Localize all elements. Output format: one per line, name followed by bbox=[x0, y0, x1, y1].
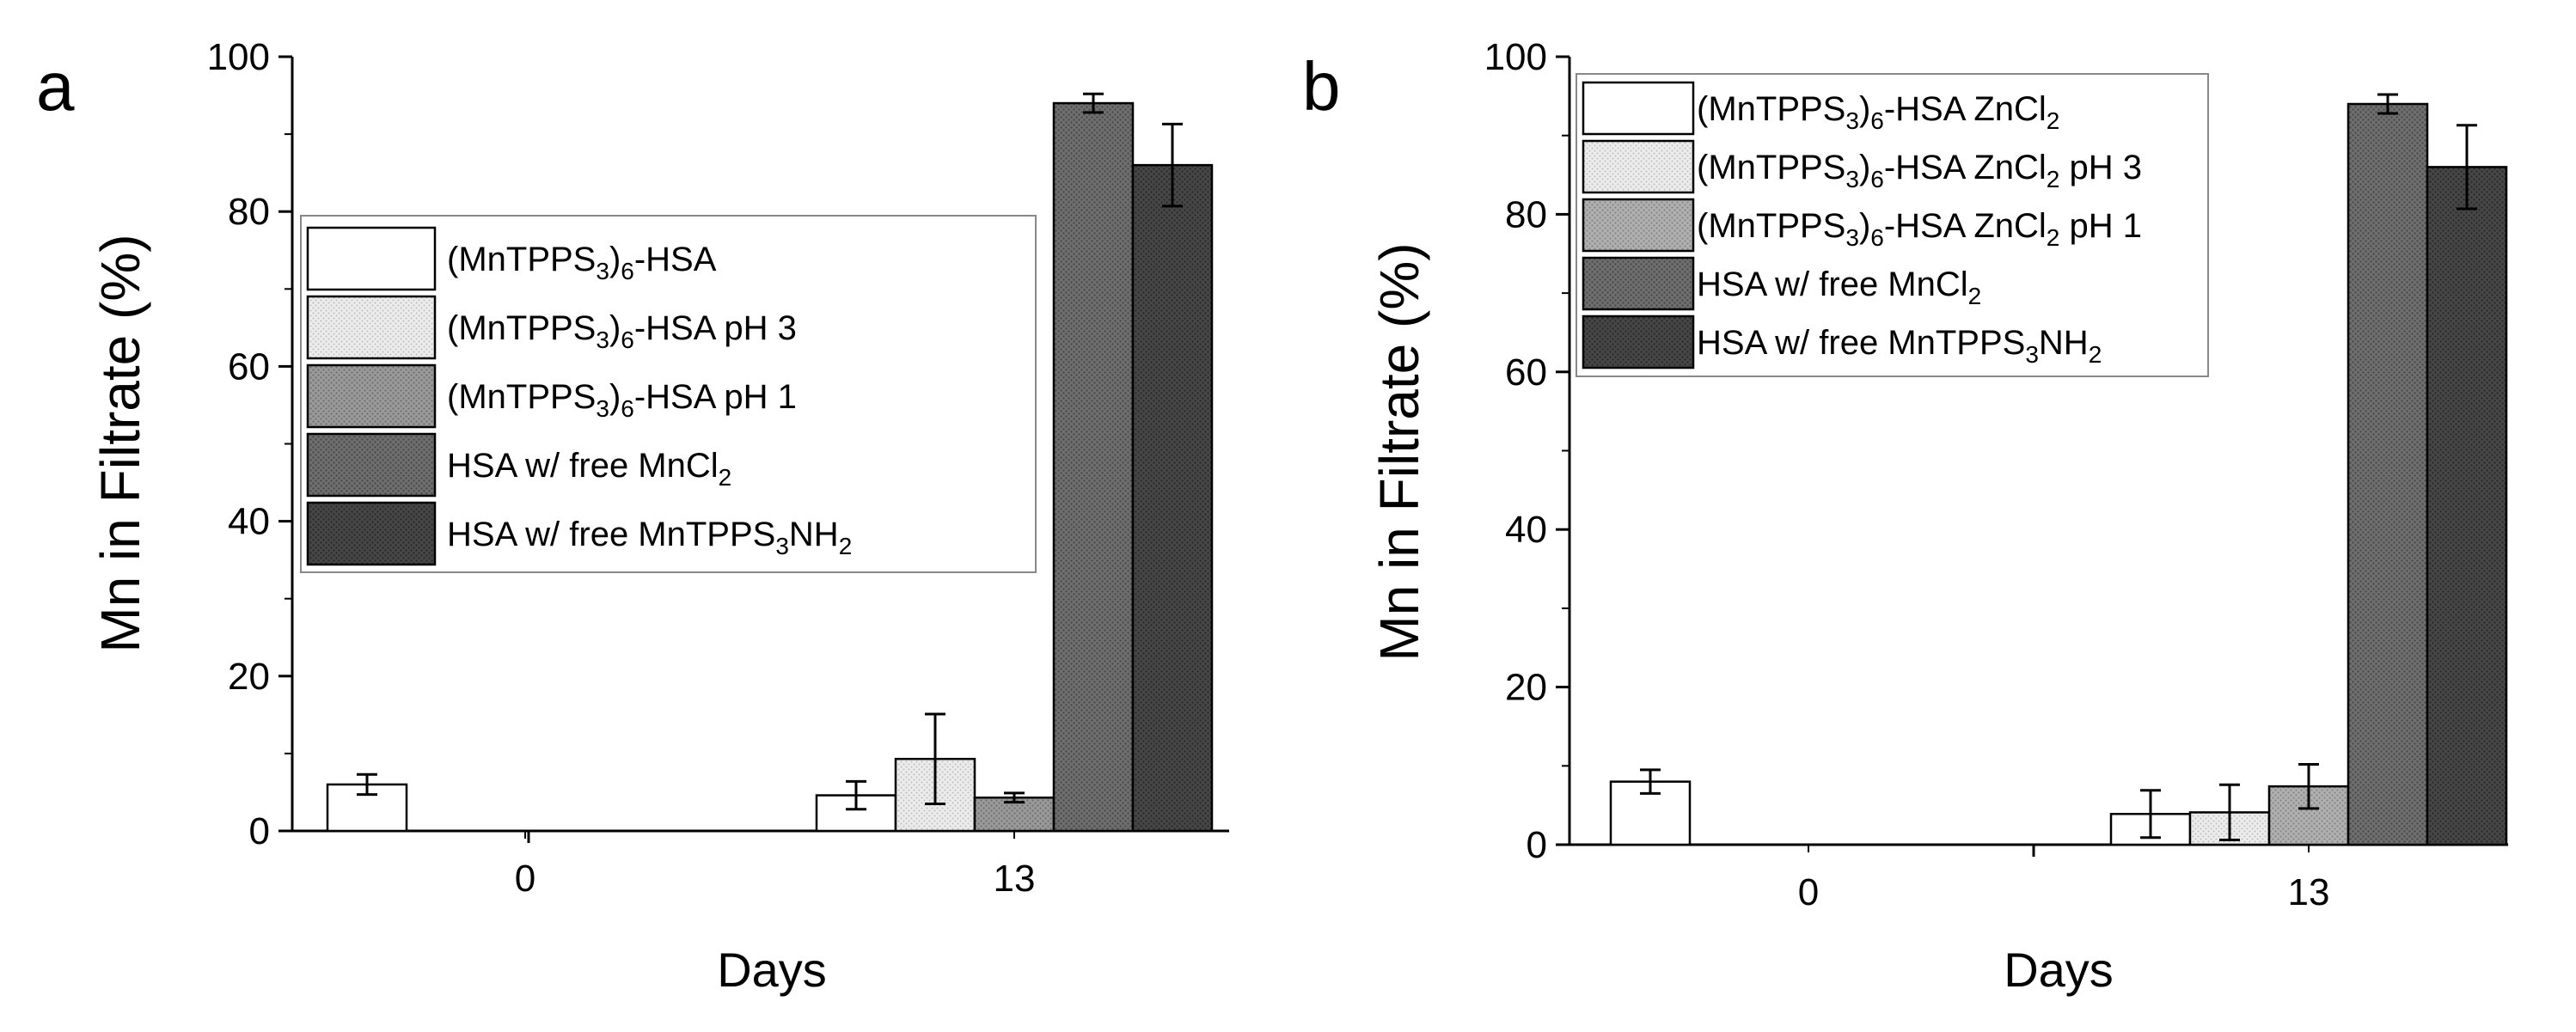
bar bbox=[2347, 102, 2429, 846]
y-axis-title: Mn in Filtrate (%) bbox=[89, 234, 151, 652]
legend-label: HSA w/ free MnTPPS3NH2 bbox=[447, 516, 852, 559]
legend: (MnTPPS3)6-HSA (MnTPPS3)6-HSA pH 3 (MnTPPS… bbox=[300, 215, 1037, 573]
panel-b-chart: b 0 20 40 60 80 100 0 13 Days Mn in Filtrate (%) (M… bbox=[1302, 36, 2508, 997]
y-tick-label: 100 bbox=[1484, 36, 1547, 78]
legend-label: (MnTPPS3)6-HSA ZnCl2 pH 3 bbox=[1697, 149, 2142, 192]
x-tick-label: 0 bbox=[1798, 871, 1819, 913]
legend-swatch bbox=[1582, 139, 1695, 194]
legend-swatch bbox=[306, 501, 437, 566]
legend-swatch bbox=[306, 432, 437, 498]
x-tick-label: 13 bbox=[994, 858, 1036, 900]
legend-swatch bbox=[1582, 198, 1695, 253]
legend: (MnTPPS3)6-HSA ZnCl2 (MnTPPS3)6-HSA ZnCl2… bbox=[1576, 73, 2209, 377]
legend-swatch bbox=[306, 363, 437, 429]
x-axis-title: Days bbox=[2004, 943, 2114, 997]
y-tick-label: 40 bbox=[228, 501, 270, 543]
legend-swatch bbox=[306, 226, 437, 291]
panel-label: a bbox=[36, 48, 75, 125]
y-tick-label: 100 bbox=[207, 36, 270, 78]
bar bbox=[1131, 163, 1214, 833]
y-tick-label: 20 bbox=[1505, 667, 1547, 709]
y-tick-label: 80 bbox=[1505, 193, 1547, 235]
legend-label: HSA w/ free MnTPPS3NH2 bbox=[1697, 324, 2102, 368]
x-axis-title: Days bbox=[717, 943, 827, 997]
y-tick-label: 60 bbox=[1505, 351, 1547, 394]
legend-swatch bbox=[1582, 256, 1695, 311]
legend-label: HSA w/ free MnCl2 bbox=[1697, 266, 1981, 309]
y-tick-label: 40 bbox=[1505, 509, 1547, 551]
bar bbox=[2426, 166, 2508, 846]
bar bbox=[1052, 101, 1135, 833]
legend-label: (MnTPPS3)6-HSA pH 3 bbox=[447, 309, 797, 353]
y-tick-label: 80 bbox=[228, 191, 270, 233]
legend-label: (MnTPPS3)6-HSA ZnCl2 pH 1 bbox=[1697, 207, 2142, 251]
y-tick-label: 20 bbox=[228, 656, 270, 698]
legend-label: (MnTPPS3)6-HSA pH 1 bbox=[447, 378, 797, 422]
x-tick-label: 13 bbox=[2288, 871, 2330, 913]
y-tick-label: 0 bbox=[249, 810, 270, 852]
legend-label: HSA w/ free MnCl2 bbox=[447, 447, 731, 491]
legend-swatch bbox=[306, 295, 437, 360]
y-axis-title: Mn in Filtrate (%) bbox=[1368, 242, 1430, 661]
y-tick-label: 60 bbox=[228, 345, 270, 388]
panel-a-chart: a 0 20 40 60 80 100 0 13 Days Mn in Filtrate (%) (M… bbox=[36, 36, 1229, 997]
panel-label: b bbox=[1302, 48, 1341, 125]
x-tick-label: 0 bbox=[515, 858, 535, 900]
legend-swatch bbox=[1582, 81, 1695, 136]
y-tick-label: 0 bbox=[1527, 824, 1547, 866]
legend-label: (MnTPPS3)6-HSA bbox=[447, 241, 717, 284]
legend-label: (MnTPPS3)6-HSA ZnCl2 bbox=[1697, 90, 2059, 134]
legend-swatch bbox=[1582, 314, 1695, 369]
bar bbox=[326, 783, 408, 833]
